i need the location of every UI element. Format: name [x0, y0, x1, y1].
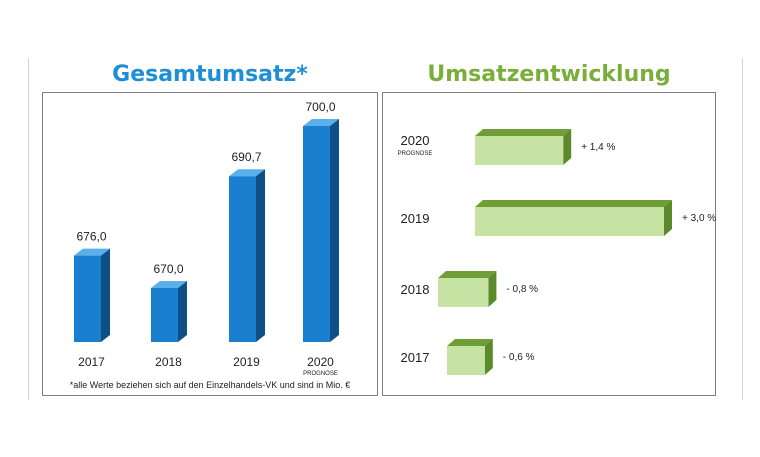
hbar-2020 — [475, 136, 564, 165]
hbar-2017 — [447, 346, 485, 375]
hbar-category-label-2018: 2018 — [401, 282, 430, 297]
hbar-top-2019 — [475, 200, 672, 207]
bar-2017 — [74, 255, 101, 342]
hbar-value-label-2019: + 3,0 % — [682, 213, 716, 224]
hbar-side-2019 — [664, 200, 672, 236]
bar-side-2018 — [178, 281, 187, 342]
hbar-2018 — [438, 278, 489, 307]
bar-side-2017 — [101, 248, 110, 342]
footnote: *alle Werte beziehen sich auf den Einzel… — [42, 380, 378, 390]
bar-side-2019 — [256, 169, 265, 342]
value-label-2018: 670,0 — [153, 262, 183, 276]
sublabel-2020: PROGNOSE — [303, 371, 338, 377]
bar-top-2020 — [303, 119, 339, 126]
bar-2019 — [229, 176, 256, 342]
bar-top-2018 — [151, 281, 187, 288]
hbar-category-label-2019: 2019 — [401, 211, 430, 226]
hbar-category-label-2020: 2020 — [401, 133, 430, 148]
hbar-side-2018 — [488, 271, 497, 307]
hbar-value-label-2018: - 0,8 % — [506, 284, 538, 295]
bar-top-2019 — [229, 169, 265, 177]
value-label-2017: 676,0 — [76, 230, 106, 244]
hbar-side-2017 — [484, 339, 493, 375]
category-label-2017: 2017 — [78, 355, 105, 369]
value-label-2019: 690,7 — [231, 150, 261, 164]
left-chart-title: Gesamtumsatz* — [112, 62, 308, 87]
category-label-2018: 2018 — [155, 355, 182, 369]
bar-side-2020 — [330, 119, 339, 342]
bar-2018 — [151, 288, 178, 342]
bar-2020 — [303, 126, 330, 342]
hbar-category-label-2017: 2017 — [401, 350, 430, 365]
value-label-2020: 700,0 — [305, 100, 335, 114]
bar-top-2017 — [74, 248, 110, 256]
hbar-top-2017 — [447, 339, 493, 346]
hbar-top-2018 — [438, 271, 497, 278]
hbar-2019 — [475, 207, 664, 236]
category-label-2019: 2019 — [233, 355, 260, 369]
footnote-text: *alle Werte beziehen sich auf den Einzel… — [69, 380, 351, 390]
left-divider-line — [28, 58, 29, 400]
hbar-value-label-2017: - 0,6 % — [503, 352, 535, 363]
category-label-2020: 2020 — [307, 355, 334, 369]
right-divider-line — [742, 58, 743, 400]
hbar-sublabel-2020: PROGNOSE — [398, 151, 433, 157]
hbar-value-label-2020: + 1,4 % — [581, 142, 615, 153]
right-chart-title: Umsatzentwicklung — [427, 62, 671, 87]
hbar-side-2020 — [563, 129, 572, 165]
hbar-top-2020 — [475, 129, 572, 136]
